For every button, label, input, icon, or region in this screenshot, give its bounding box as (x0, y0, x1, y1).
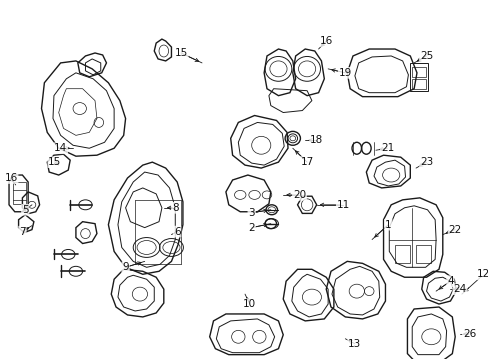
Text: 7: 7 (19, 226, 26, 237)
Text: 14: 14 (54, 143, 67, 153)
Text: 16: 16 (319, 36, 332, 46)
Bar (411, 67, 425, 77)
Bar (409, 63, 427, 91)
Bar (411, 79, 425, 89)
Text: 5: 5 (22, 205, 28, 215)
Text: 2: 2 (248, 222, 255, 233)
Bar (13, 182, 26, 204)
Text: 1: 1 (384, 220, 391, 230)
Text: 3: 3 (248, 208, 255, 218)
Text: 4: 4 (446, 276, 453, 286)
Text: 11: 11 (336, 200, 349, 210)
Text: 21: 21 (380, 143, 393, 153)
Text: 6: 6 (174, 226, 180, 237)
Bar (394, 246, 409, 264)
Bar (415, 246, 430, 264)
Text: 15: 15 (174, 48, 187, 58)
Text: 22: 22 (447, 225, 461, 235)
Text: 23: 23 (419, 157, 432, 167)
Text: 17: 17 (300, 157, 313, 167)
Text: 9: 9 (122, 262, 129, 272)
Text: 13: 13 (347, 339, 361, 349)
Text: 10: 10 (243, 299, 256, 309)
Text: 25: 25 (419, 51, 432, 61)
Text: 15: 15 (48, 157, 61, 167)
Text: 8: 8 (172, 203, 178, 213)
Text: 12: 12 (476, 269, 488, 279)
Text: 18: 18 (309, 135, 323, 145)
Text: 19: 19 (338, 68, 351, 78)
Text: 20: 20 (292, 190, 305, 200)
Text: 26: 26 (462, 329, 475, 339)
Text: 16: 16 (4, 173, 18, 183)
Text: 24: 24 (452, 284, 466, 294)
